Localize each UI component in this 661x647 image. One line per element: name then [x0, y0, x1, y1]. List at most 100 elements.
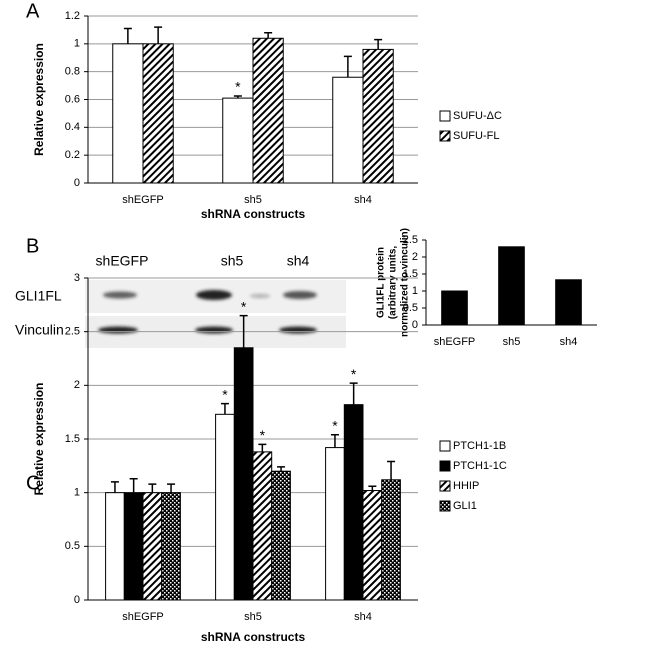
y-tick-label: 1	[74, 38, 80, 50]
bar	[105, 492, 125, 601]
panel-label: A	[26, 0, 40, 22]
x-tick-label: sh4	[354, 194, 372, 206]
bar	[332, 76, 364, 184]
legend-swatch	[439, 480, 451, 492]
error-bar	[330, 433, 339, 448]
panel-label: B	[26, 235, 39, 257]
error-bar	[233, 95, 242, 99]
x-tick-label: sh5	[503, 336, 521, 348]
legend-swatch	[439, 500, 451, 512]
panel-label: C	[26, 472, 40, 494]
error-bar	[167, 483, 176, 493]
error-bar	[258, 443, 267, 452]
lane-label: sh4	[287, 253, 310, 269]
error-bar	[129, 477, 138, 493]
bar	[252, 451, 273, 601]
legend-label: PTCH1-1C	[453, 460, 507, 472]
error-bar	[220, 402, 229, 415]
y-tick-label: 2	[74, 379, 80, 391]
y-tick-label: 1	[412, 285, 418, 297]
row-label: Vinculin	[15, 322, 64, 338]
bar	[362, 48, 394, 184]
bar	[441, 290, 468, 326]
y-tick-label: 0.5	[403, 302, 418, 314]
bar	[142, 492, 163, 601]
y-tick-label: 0	[74, 594, 80, 606]
y-tick-label: 0.2	[65, 149, 80, 161]
bar	[252, 37, 284, 184]
bar	[555, 279, 582, 326]
legend-swatch	[439, 460, 451, 472]
bar	[161, 492, 181, 601]
y-tick-label: 0.6	[65, 93, 80, 105]
legend-swatch	[439, 110, 451, 122]
y-tick-label: 1	[74, 487, 80, 499]
y-axis-title: normalized to vinculin)	[400, 228, 411, 337]
bar	[123, 492, 144, 601]
error-bar	[277, 466, 286, 472]
error-bar	[110, 481, 119, 493]
x-tick-label: sh4	[354, 611, 372, 623]
bar	[215, 413, 235, 601]
legend-swatch	[439, 440, 451, 452]
lane-label: shEGFP	[96, 253, 149, 269]
x-tick-label: shEGFP	[122, 194, 164, 206]
error-bar	[148, 483, 157, 493]
significance-mark: *	[235, 79, 241, 95]
bar	[112, 43, 144, 184]
significance-mark: *	[351, 366, 357, 382]
bar	[498, 246, 525, 326]
y-tick-label: 0.5	[65, 540, 80, 552]
error-bar	[349, 382, 358, 405]
error-bar	[387, 460, 396, 480]
significance-mark: *	[241, 298, 247, 314]
y-axis-title: GLI1FL protein	[376, 247, 387, 318]
y-tick-label: 2	[412, 251, 418, 263]
bar	[222, 97, 254, 184]
legend-label: GLI1	[453, 500, 477, 512]
x-tick-label: shEGFP	[122, 611, 164, 623]
error-bar	[154, 26, 163, 44]
bar	[362, 490, 383, 601]
y-axis-title: Relative expression	[32, 383, 46, 496]
y-tick-label: 2.5	[403, 234, 418, 246]
y-tick-label: 0.8	[65, 66, 80, 78]
bar	[233, 347, 254, 601]
significance-mark: *	[260, 427, 266, 443]
bar	[142, 43, 174, 184]
y-tick-label: 0	[74, 177, 80, 189]
significance-mark: *	[332, 417, 338, 433]
y-axis-title: Relative expression	[32, 43, 46, 156]
error-bar	[368, 485, 377, 491]
legend-swatch	[439, 130, 451, 142]
x-axis-title: shRNA constructs	[201, 630, 306, 644]
error-bar	[123, 27, 132, 44]
error-bar	[374, 38, 383, 50]
error-bar	[343, 55, 352, 78]
error-bar	[239, 314, 248, 348]
y-tick-label: 1.5	[403, 268, 418, 280]
x-tick-label: sh5	[244, 611, 262, 623]
y-tick-label: 1.2	[65, 10, 80, 22]
y-tick-label: 3	[74, 272, 80, 284]
error-bar	[264, 31, 273, 39]
bar	[381, 479, 401, 601]
y-axis-title: (arbitrary units,	[388, 246, 399, 320]
x-tick-label: sh4	[560, 336, 578, 348]
legend-label: SUFU-FL	[453, 130, 499, 142]
legend-label: HHIP	[453, 480, 479, 492]
y-tick-label: 1.5	[65, 433, 80, 445]
y-tick-label: 0.4	[65, 121, 80, 133]
x-tick-label: sh5	[244, 194, 262, 206]
row-label: GLI1FL	[15, 288, 62, 304]
bar	[325, 447, 345, 601]
significance-mark: *	[222, 386, 228, 402]
lane-label: sh5	[221, 253, 244, 269]
bar	[271, 470, 291, 601]
legend-label: SUFU-ΔC	[453, 110, 502, 122]
legend-label: PTCH1-1B	[453, 440, 506, 452]
x-tick-label: shEGFP	[434, 336, 476, 348]
bar	[343, 404, 364, 601]
x-axis-title: shRNA constructs	[201, 207, 306, 221]
